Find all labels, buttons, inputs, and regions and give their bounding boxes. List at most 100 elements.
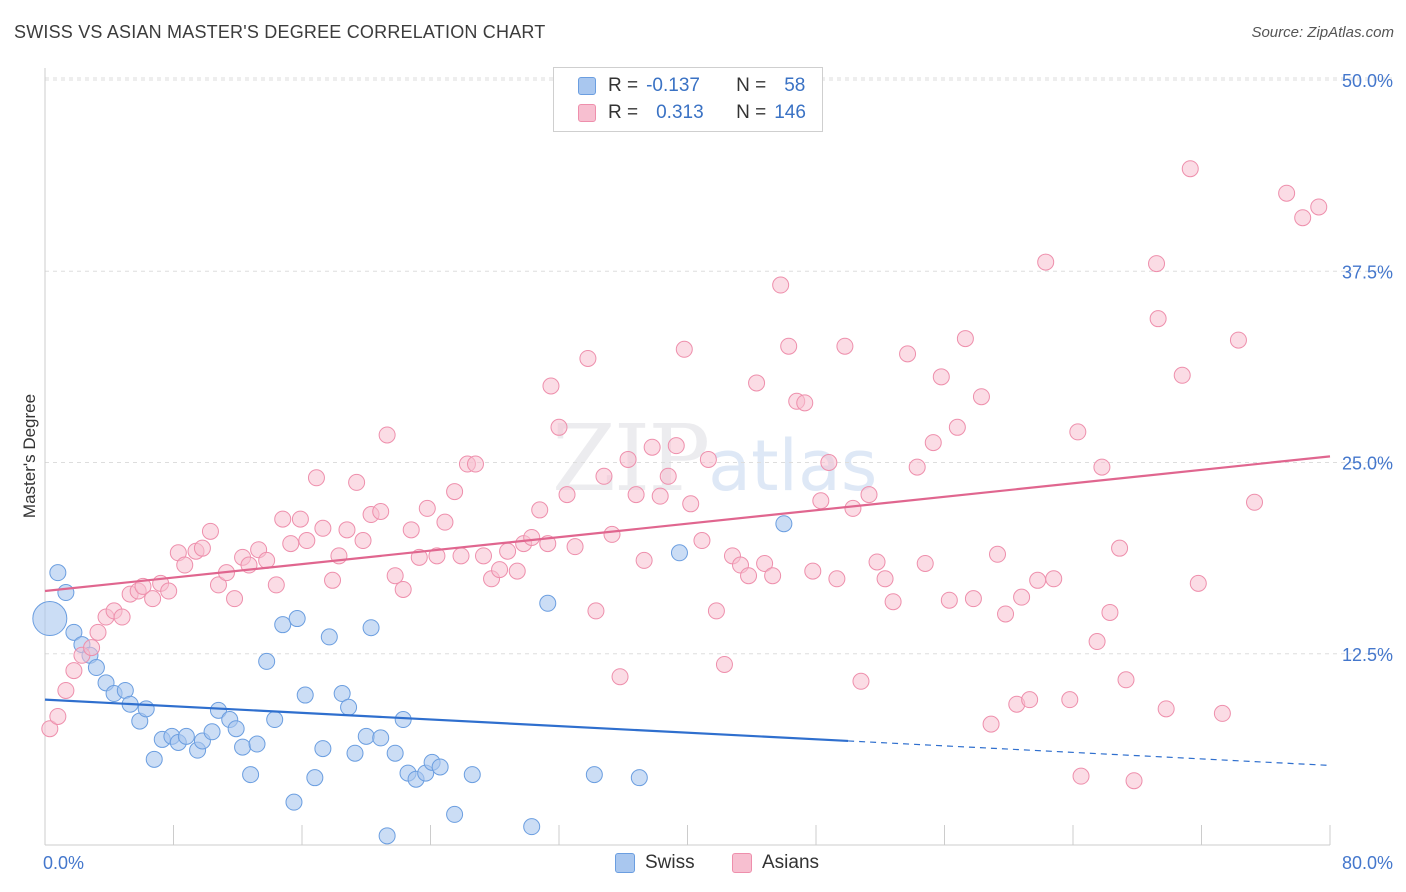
asian-point [282,535,300,553]
asian-point [291,510,309,528]
asian-point [418,499,436,517]
swiss-point [378,827,396,845]
asian-point [1173,366,1191,384]
asian-point [57,681,75,699]
swiss-point [203,723,221,741]
swiss-point [386,744,404,762]
asian-point [1013,588,1031,606]
asian-point [619,450,637,468]
asian-point [1061,691,1079,709]
asian-point [475,547,493,565]
asian-point [1088,633,1106,651]
legend-r-label: R = [608,102,639,123]
asian-point [348,473,366,491]
swiss-point [258,652,276,670]
swiss-point [340,698,358,716]
asian-point [764,567,782,585]
asian-point [1213,704,1231,722]
asian-point [997,605,1015,623]
swiss-point [234,738,252,756]
swiss-trend-line [44,698,849,743]
asian-point [667,437,685,455]
asian-point [1149,310,1167,328]
swiss-trend-extension [848,740,1331,767]
axes [44,68,1331,846]
asian-point [1045,570,1063,588]
legend-r-value: 0.313 [656,102,704,123]
asian-point [209,576,227,594]
asian-point [868,553,886,571]
swiss-point [670,544,688,562]
swiss-point [431,758,449,776]
asians-swatch [578,104,596,122]
asian-point [307,469,325,487]
asian-point [1072,767,1090,785]
asian-point [1278,184,1296,202]
asian-point [756,554,774,572]
bottom-legend-swiss: Swiss [615,852,695,874]
asian-point [693,532,711,550]
asian-point [176,556,194,574]
asian-point [860,486,878,504]
asian-point [378,426,396,444]
asian-point [1069,423,1087,441]
swiss-point [539,594,557,612]
source-label: Source: ZipAtlas.com [1251,24,1394,41]
y-tick-label: 25.0% [1342,454,1393,474]
asian-point [523,528,541,546]
asian-point [876,570,894,588]
y-tick-label: 12.5% [1342,645,1393,665]
asian-point [452,547,470,565]
x-tick-label: 0.0% [43,853,84,873]
asian-point [542,377,560,395]
asian-point [651,487,669,505]
asian-points [41,160,1328,790]
asian-point [338,521,356,539]
asian-point [964,590,982,608]
asian-point [635,551,653,569]
asian-point [579,349,597,367]
swiss-point [372,729,390,747]
asian-point [1310,198,1328,216]
chart-title: SWISS VS ASIAN MASTER'S DEGREE CORRELATI… [14,22,546,42]
legend-r-label: R = [608,75,639,96]
swiss-point [177,727,195,745]
asian-point [89,623,107,641]
asian-point [226,590,244,608]
asian-point [314,519,332,537]
asian-point [884,593,902,611]
swiss-point [306,769,324,787]
swiss-swatch [578,77,596,95]
x-tick-label: 80.0% [1342,853,1393,873]
bottom-legend-asians-label: Asians [762,852,820,873]
asian-point [550,418,568,436]
asian-point [466,455,484,473]
asian-point [428,547,446,565]
asian-point [372,502,390,520]
stats-legend: R = -0.137 N = 58 R = 0.313 N = 146 [553,67,823,132]
asian-point [144,590,162,608]
asian-point [1037,253,1055,271]
y-tick-label: 50.0% [1342,71,1393,91]
asian-point [258,551,276,569]
asian-point [1229,331,1247,349]
asian-trend-line [44,455,1331,593]
asian-point [924,434,942,452]
legend-n-value: 58 [784,75,806,96]
asian-point [1111,539,1129,557]
bottom-legend-asians: Asians [732,852,819,874]
asian-point [386,567,404,585]
asian-point [1029,571,1047,589]
legend-n-label: N = [736,75,767,96]
asian-point [611,668,629,686]
asian-point [989,545,1007,563]
asian-point [940,591,958,609]
swiss-point [248,735,266,753]
asian-point [1021,691,1039,709]
asian-point [812,492,830,510]
asian-point [410,548,428,566]
swiss-point [463,766,481,784]
swiss-point [362,619,380,637]
swiss-point [346,744,364,762]
